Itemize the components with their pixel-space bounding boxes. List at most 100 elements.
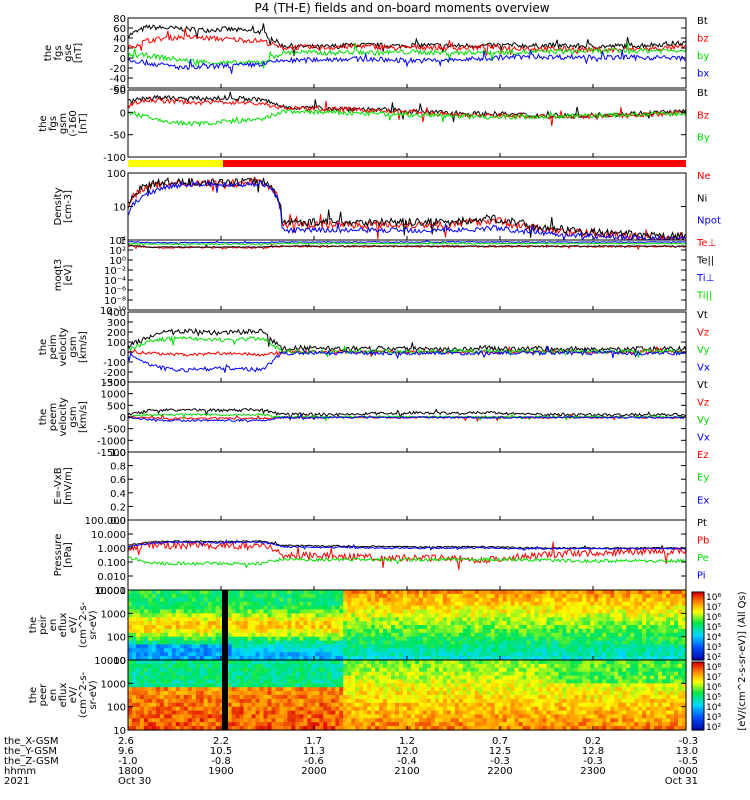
heatmap-cell [140, 625, 145, 630]
heatmap-cell [626, 621, 631, 626]
heatmap-cell [136, 597, 141, 603]
heatmap-cell [430, 726, 436, 731]
heatmap-cell [167, 718, 173, 723]
heatmap-cell [291, 698, 296, 704]
heatmap-cell [446, 710, 452, 716]
heatmap-cell [167, 601, 173, 607]
heatmap-cell [215, 621, 221, 626]
heatmap-cell [163, 590, 169, 595]
heatmap-cell [359, 609, 364, 614]
heatmap-cell [626, 617, 631, 622]
heatmap-cell [311, 601, 316, 607]
ytick-label: -200 [103, 368, 126, 379]
heatmap-cell [211, 691, 217, 696]
heatmap-cell [574, 590, 579, 595]
heatmap-cell [618, 656, 623, 661]
heatmap-cell [678, 625, 683, 630]
heatmap-cell [478, 691, 484, 696]
heatmap-cell [147, 706, 153, 712]
heatmap-cell [478, 663, 484, 669]
heatmap-cell [235, 675, 241, 681]
heatmap-cell [363, 698, 368, 704]
heatmap-cell [231, 714, 237, 719]
heatmap-cell [175, 590, 181, 595]
heatmap-cell [295, 718, 300, 723]
heatmap-cell [558, 698, 564, 704]
heatmap-cell [335, 613, 340, 618]
heatmap-cell [155, 593, 161, 599]
heatmap-cell [395, 702, 400, 708]
heatmap-cell [478, 671, 484, 677]
heatmap-cell [136, 687, 141, 692]
heatmap-cell [586, 601, 591, 607]
heatmap-cell [450, 695, 456, 700]
heatmap-cell [247, 706, 253, 712]
heatmap-cell [363, 679, 368, 684]
heatmap-cell [267, 640, 273, 646]
heatmap-cell [151, 718, 157, 723]
heatmap-cell [674, 652, 679, 657]
heatmap-cell [442, 710, 448, 716]
heatmap-cell [430, 714, 436, 719]
heatmap-cell [155, 726, 161, 731]
heatmap-cell [207, 628, 213, 634]
heatmap-cell [562, 687, 567, 692]
heatmap-cell [295, 687, 300, 692]
heatmap-cell [438, 640, 444, 646]
heatmap-cell [195, 663, 201, 669]
heatmap-cell [267, 625, 273, 630]
heatmap-cell [287, 625, 292, 630]
heatmap-cell [454, 613, 460, 618]
heatmap-cell [359, 597, 364, 603]
heatmap-cell [470, 640, 476, 646]
heatmap-cell [371, 667, 376, 673]
heatmap-cell [510, 710, 516, 716]
heatmap-cell [430, 632, 436, 638]
heatmap-cell [207, 695, 213, 700]
heatmap-cell [383, 605, 388, 611]
heatmap-cell [151, 632, 157, 638]
heatmap-cell [518, 718, 524, 723]
heatmap-cell [610, 613, 615, 618]
heatmap-cell [375, 617, 380, 622]
heatmap-cell [199, 652, 205, 657]
heatmap-cell [347, 640, 352, 646]
heatmap-cell [415, 648, 420, 653]
heatmap-cell [140, 593, 145, 599]
heatmap-cell [478, 617, 484, 622]
heatmap-cell [458, 632, 464, 638]
heatmap-cell [263, 691, 269, 696]
heatmap-cell [311, 590, 316, 595]
heatmap-cell [622, 605, 627, 611]
heatmap-cell [303, 722, 308, 727]
heatmap-cell [179, 683, 185, 688]
heatmap-cell [458, 656, 464, 661]
heatmap-cell [247, 648, 253, 653]
heatmap-cell [299, 675, 304, 681]
heatmap-cell [175, 636, 181, 642]
heatmap-cell [359, 710, 364, 716]
heatmap-cell [590, 660, 595, 665]
heatmap-cell [235, 660, 241, 665]
heatmap-cell [590, 632, 595, 638]
heatmap-cell [303, 683, 308, 688]
heatmap-cell [506, 683, 512, 688]
heatmap-cell [582, 675, 587, 681]
heatmap-cell [291, 605, 296, 611]
heatmap-cell [199, 636, 205, 642]
heatmap-cell [163, 648, 169, 653]
heatmap-cell [566, 726, 571, 731]
heatmap-cell [287, 628, 292, 634]
heatmap-cell [371, 601, 376, 607]
heatmap-cell [514, 613, 520, 618]
heatmap-cell [490, 695, 496, 700]
heatmap-cell [331, 726, 336, 731]
heatmap-cell [470, 628, 476, 634]
heatmap-cell [387, 691, 392, 696]
heatmap-cell [554, 648, 560, 653]
heatmap-cell [387, 679, 392, 684]
heatmap-cell [287, 660, 292, 665]
heatmap-cell [327, 597, 332, 603]
heatmap-cell [351, 671, 356, 677]
